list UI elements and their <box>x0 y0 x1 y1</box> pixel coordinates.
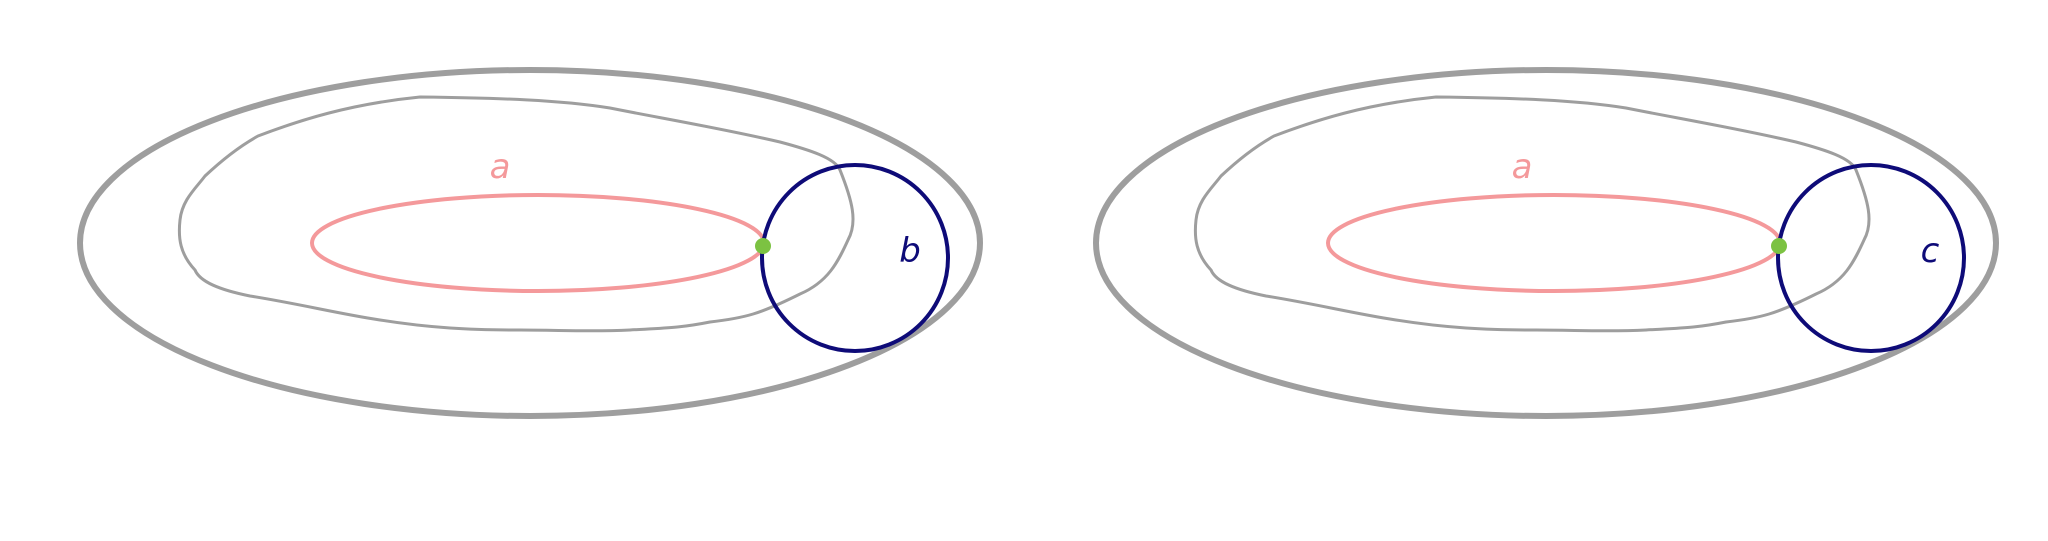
curve-b <box>760 163 950 353</box>
curve-c <box>1776 163 1966 353</box>
wavy-inner-loop <box>1193 95 1871 333</box>
torus-outer-boundary <box>77 67 983 419</box>
torus-panel-left: a b <box>77 67 983 419</box>
basepoint <box>755 238 771 254</box>
label-a: a <box>1512 147 1533 187</box>
curve-a <box>310 193 766 293</box>
label-c: c <box>1921 231 1940 271</box>
torus-panel-right: a c <box>1093 67 1999 419</box>
basepoint <box>1771 238 1787 254</box>
label-a: a <box>490 147 511 187</box>
label-b: b <box>899 231 921 271</box>
curve-a <box>1326 193 1782 293</box>
wavy-inner-loop <box>177 95 855 333</box>
torus-outer-boundary <box>1093 67 1999 419</box>
